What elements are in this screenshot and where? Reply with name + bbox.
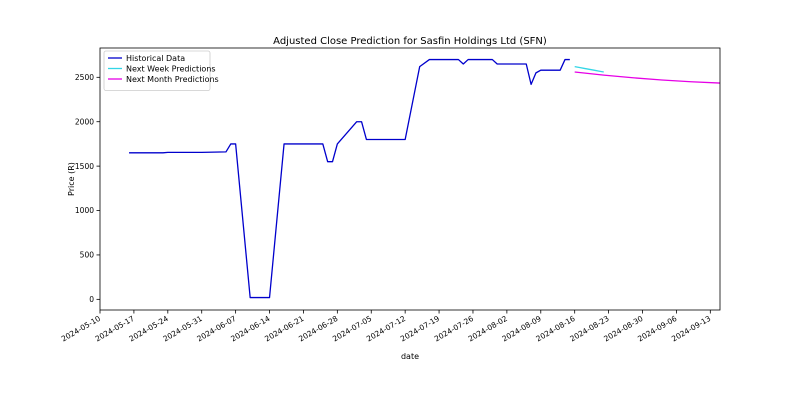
series-line-1 xyxy=(574,66,604,73)
y-axis: 0 500 1000 1500 2000 2500 xyxy=(75,73,100,304)
y-tick-label: 2000 xyxy=(75,117,94,126)
chart-title: Adjusted Close Prediction for Sasfin Hol… xyxy=(273,36,547,47)
y-tick-label: 1500 xyxy=(75,162,94,171)
plot-frame xyxy=(99,47,721,311)
series-line-0 xyxy=(129,58,570,299)
y-tick-label: 2500 xyxy=(75,73,94,82)
y-tick-label: 1000 xyxy=(75,206,94,215)
plot-area xyxy=(100,48,720,310)
y-axis-label: Price (R) xyxy=(67,162,76,196)
series-line-2 xyxy=(574,71,721,84)
legend-box xyxy=(103,50,211,91)
x-axis-label: date xyxy=(401,352,419,361)
legend-label-2: Next Month Predictions xyxy=(126,75,219,84)
legend-label-0: Historical Data xyxy=(126,54,185,63)
y-tick-label: 0 xyxy=(89,295,94,304)
y-tick-label: 500 xyxy=(80,251,95,260)
legend-label-1: Next Week Predictions xyxy=(126,64,216,73)
plot-lines xyxy=(129,58,721,299)
